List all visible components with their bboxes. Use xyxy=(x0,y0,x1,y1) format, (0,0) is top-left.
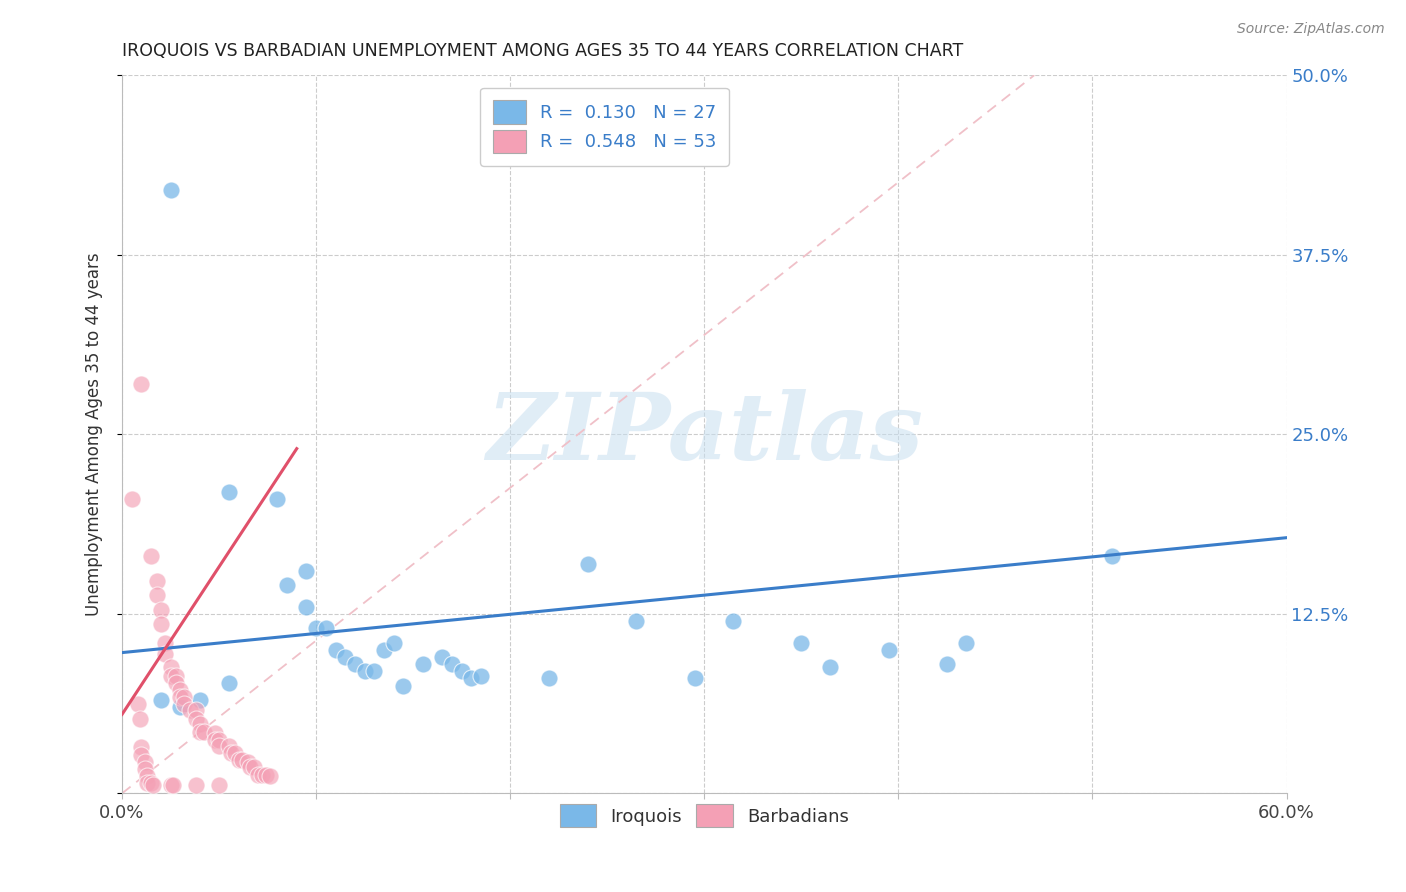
Point xyxy=(224,746,246,760)
Legend: Iroquois, Barbadians: Iroquois, Barbadians xyxy=(553,797,856,835)
Point xyxy=(149,693,172,707)
Point xyxy=(259,769,281,783)
Point xyxy=(153,647,176,661)
Point xyxy=(955,635,977,649)
Point xyxy=(204,726,226,740)
Point xyxy=(335,649,357,664)
Point xyxy=(266,491,288,506)
Point xyxy=(1101,549,1123,564)
Point xyxy=(208,733,231,747)
Point xyxy=(134,755,156,769)
Text: ZIPatlas: ZIPatlas xyxy=(486,389,922,479)
Point xyxy=(228,753,250,767)
Point xyxy=(218,484,240,499)
Point xyxy=(231,753,253,767)
Point xyxy=(179,703,201,717)
Point xyxy=(723,614,745,628)
Point xyxy=(305,621,328,635)
Point xyxy=(121,491,143,506)
Point xyxy=(188,724,211,739)
Point xyxy=(239,760,262,774)
Point xyxy=(149,602,172,616)
Point xyxy=(136,776,159,790)
Point xyxy=(626,614,648,628)
Point xyxy=(243,760,266,774)
Point xyxy=(353,665,375,679)
Point xyxy=(141,776,163,790)
Point xyxy=(173,698,195,712)
Point xyxy=(184,703,207,717)
Point xyxy=(162,778,184,792)
Point xyxy=(218,675,240,690)
Text: IROQUOIS VS BARBADIAN UNEMPLOYMENT AMONG AGES 35 TO 44 YEARS CORRELATION CHART: IROQUOIS VS BARBADIAN UNEMPLOYMENT AMONG… xyxy=(122,42,963,60)
Text: Source: ZipAtlas.com: Source: ZipAtlas.com xyxy=(1237,22,1385,37)
Point xyxy=(877,642,900,657)
Point xyxy=(363,665,385,679)
Point xyxy=(373,642,395,657)
Point xyxy=(146,574,169,588)
Point xyxy=(159,660,181,674)
Point xyxy=(820,660,842,674)
Point xyxy=(935,657,957,671)
Point xyxy=(193,724,215,739)
Point xyxy=(325,642,347,657)
Point xyxy=(131,377,153,392)
Point xyxy=(254,767,277,781)
Point xyxy=(343,657,366,671)
Point xyxy=(184,712,207,726)
Point xyxy=(295,564,318,578)
Point xyxy=(450,665,472,679)
Point xyxy=(159,183,181,197)
Point xyxy=(165,675,187,690)
Point xyxy=(238,755,260,769)
Point xyxy=(169,690,191,705)
Point xyxy=(149,616,172,631)
Point xyxy=(470,668,492,682)
Point xyxy=(141,549,163,564)
Point xyxy=(576,557,599,571)
Point xyxy=(276,578,298,592)
Point xyxy=(159,668,181,682)
Point xyxy=(169,682,191,697)
Point xyxy=(295,599,318,614)
Point xyxy=(142,778,165,792)
Point xyxy=(382,635,405,649)
Point xyxy=(204,733,226,747)
Point xyxy=(250,767,273,781)
Point xyxy=(184,778,207,792)
Point xyxy=(173,690,195,705)
Point xyxy=(127,698,149,712)
Point xyxy=(134,762,156,776)
Point xyxy=(538,672,561,686)
Point xyxy=(153,635,176,649)
Point xyxy=(188,717,211,731)
Point xyxy=(432,649,454,664)
Point xyxy=(208,739,231,753)
Point xyxy=(392,679,415,693)
Point xyxy=(136,769,159,783)
Point xyxy=(146,588,169,602)
Y-axis label: Unemployment Among Ages 35 to 44 years: Unemployment Among Ages 35 to 44 years xyxy=(86,252,103,616)
Point xyxy=(131,747,153,762)
Point xyxy=(131,740,153,755)
Point xyxy=(315,621,337,635)
Point xyxy=(128,712,150,726)
Point xyxy=(208,778,231,792)
Point xyxy=(159,778,181,792)
Point xyxy=(790,635,813,649)
Point xyxy=(460,672,482,686)
Point xyxy=(169,700,191,714)
Point xyxy=(218,739,240,753)
Point xyxy=(440,657,463,671)
Point xyxy=(412,657,434,671)
Point xyxy=(188,693,211,707)
Point xyxy=(683,672,706,686)
Point xyxy=(165,668,187,682)
Point xyxy=(219,746,242,760)
Point xyxy=(246,767,269,781)
